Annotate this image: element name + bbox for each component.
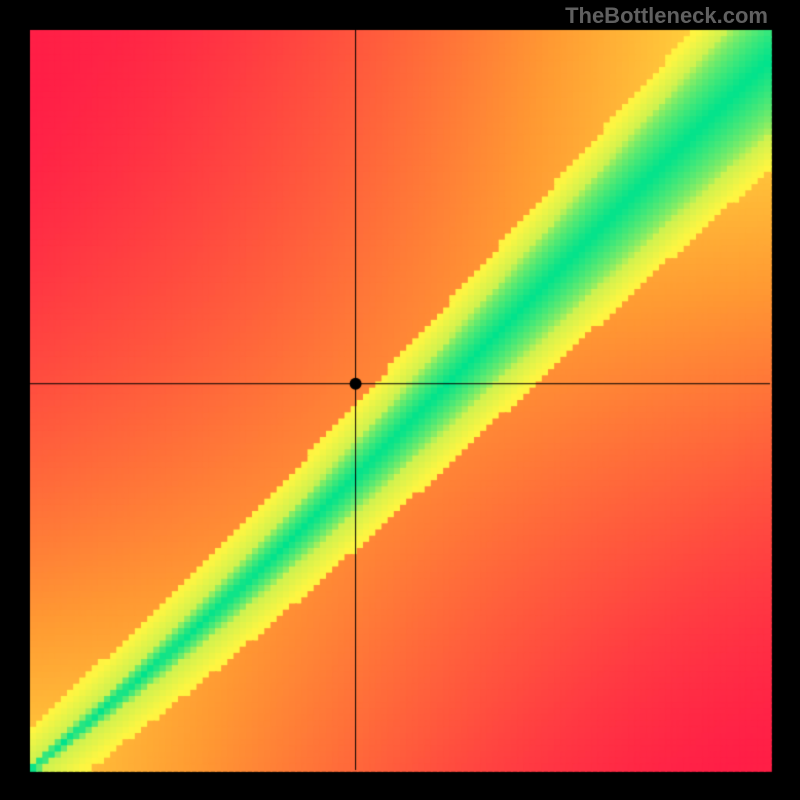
bottleneck-heatmap-canvas (0, 0, 800, 800)
watermark-text: TheBottleneck.com (565, 3, 768, 29)
chart-container: TheBottleneck.com (0, 0, 800, 800)
